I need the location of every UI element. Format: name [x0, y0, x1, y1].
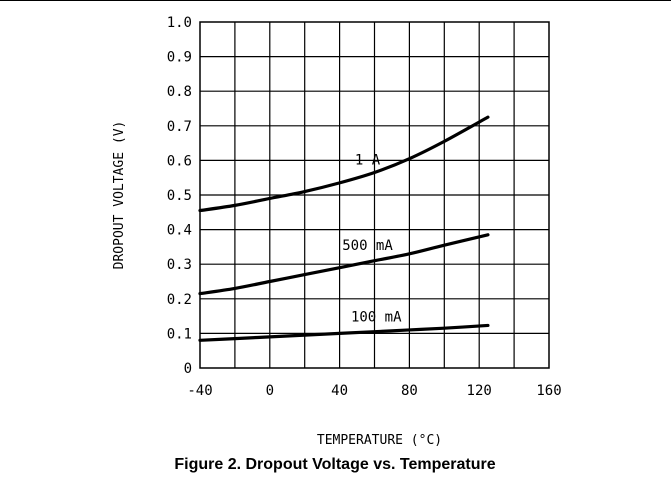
y-tick-labels: 0 0.1 0.2 0.3 0.4 0.5 0.6 0.7 0.8 0.9 1.0 [167, 15, 192, 377]
series-label-1-a: 1 A [355, 153, 381, 169]
x-tick-label: 120 [467, 383, 492, 399]
x-tick-label: -40 [187, 383, 212, 399]
grid [200, 22, 549, 368]
y-tick-label: 0.9 [167, 50, 192, 66]
y-tick-label: 0.7 [167, 119, 192, 135]
plot-frame [199, 21, 550, 369]
x-axis-label: TEMPERATURE (°C) [317, 433, 442, 448]
y-axis-label: DROPOUT VOLTAGE (V) [112, 121, 127, 270]
x-tick-labels: -40 0 40 80 120 160 [187, 383, 561, 399]
y-tick-label: 0.1 [167, 326, 192, 342]
x-tick-label: 80 [401, 383, 418, 399]
series-label-100-ma: 100 mA [351, 310, 402, 326]
y-tick-label: 0.5 [167, 188, 192, 204]
y-tick-label: 0 [184, 361, 192, 377]
y-tick-label: 0.4 [167, 223, 192, 239]
x-tick-label: 40 [331, 383, 348, 399]
y-tick-label: 0.2 [167, 292, 192, 308]
series-line-1-a [198, 115, 490, 213]
series-lines [198, 115, 490, 342]
y-tick-label: 0.8 [167, 84, 192, 100]
y-tick-label: 1.0 [167, 15, 192, 31]
x-tick-label: 0 [266, 383, 274, 399]
y-tick-label: 0.6 [167, 153, 192, 169]
figure-caption: Figure 2. Dropout Voltage vs. Temperatur… [174, 456, 495, 473]
series-line-100-ma [198, 323, 490, 342]
series-labels: 1 A 500 mA 100 mA [342, 153, 402, 326]
page-top-rule [0, 0, 671, 1]
series-label-500-ma: 500 mA [342, 238, 393, 254]
series-line-500-ma [198, 233, 490, 296]
x-tick-label: 160 [536, 383, 561, 399]
y-tick-label: 0.3 [167, 257, 192, 273]
